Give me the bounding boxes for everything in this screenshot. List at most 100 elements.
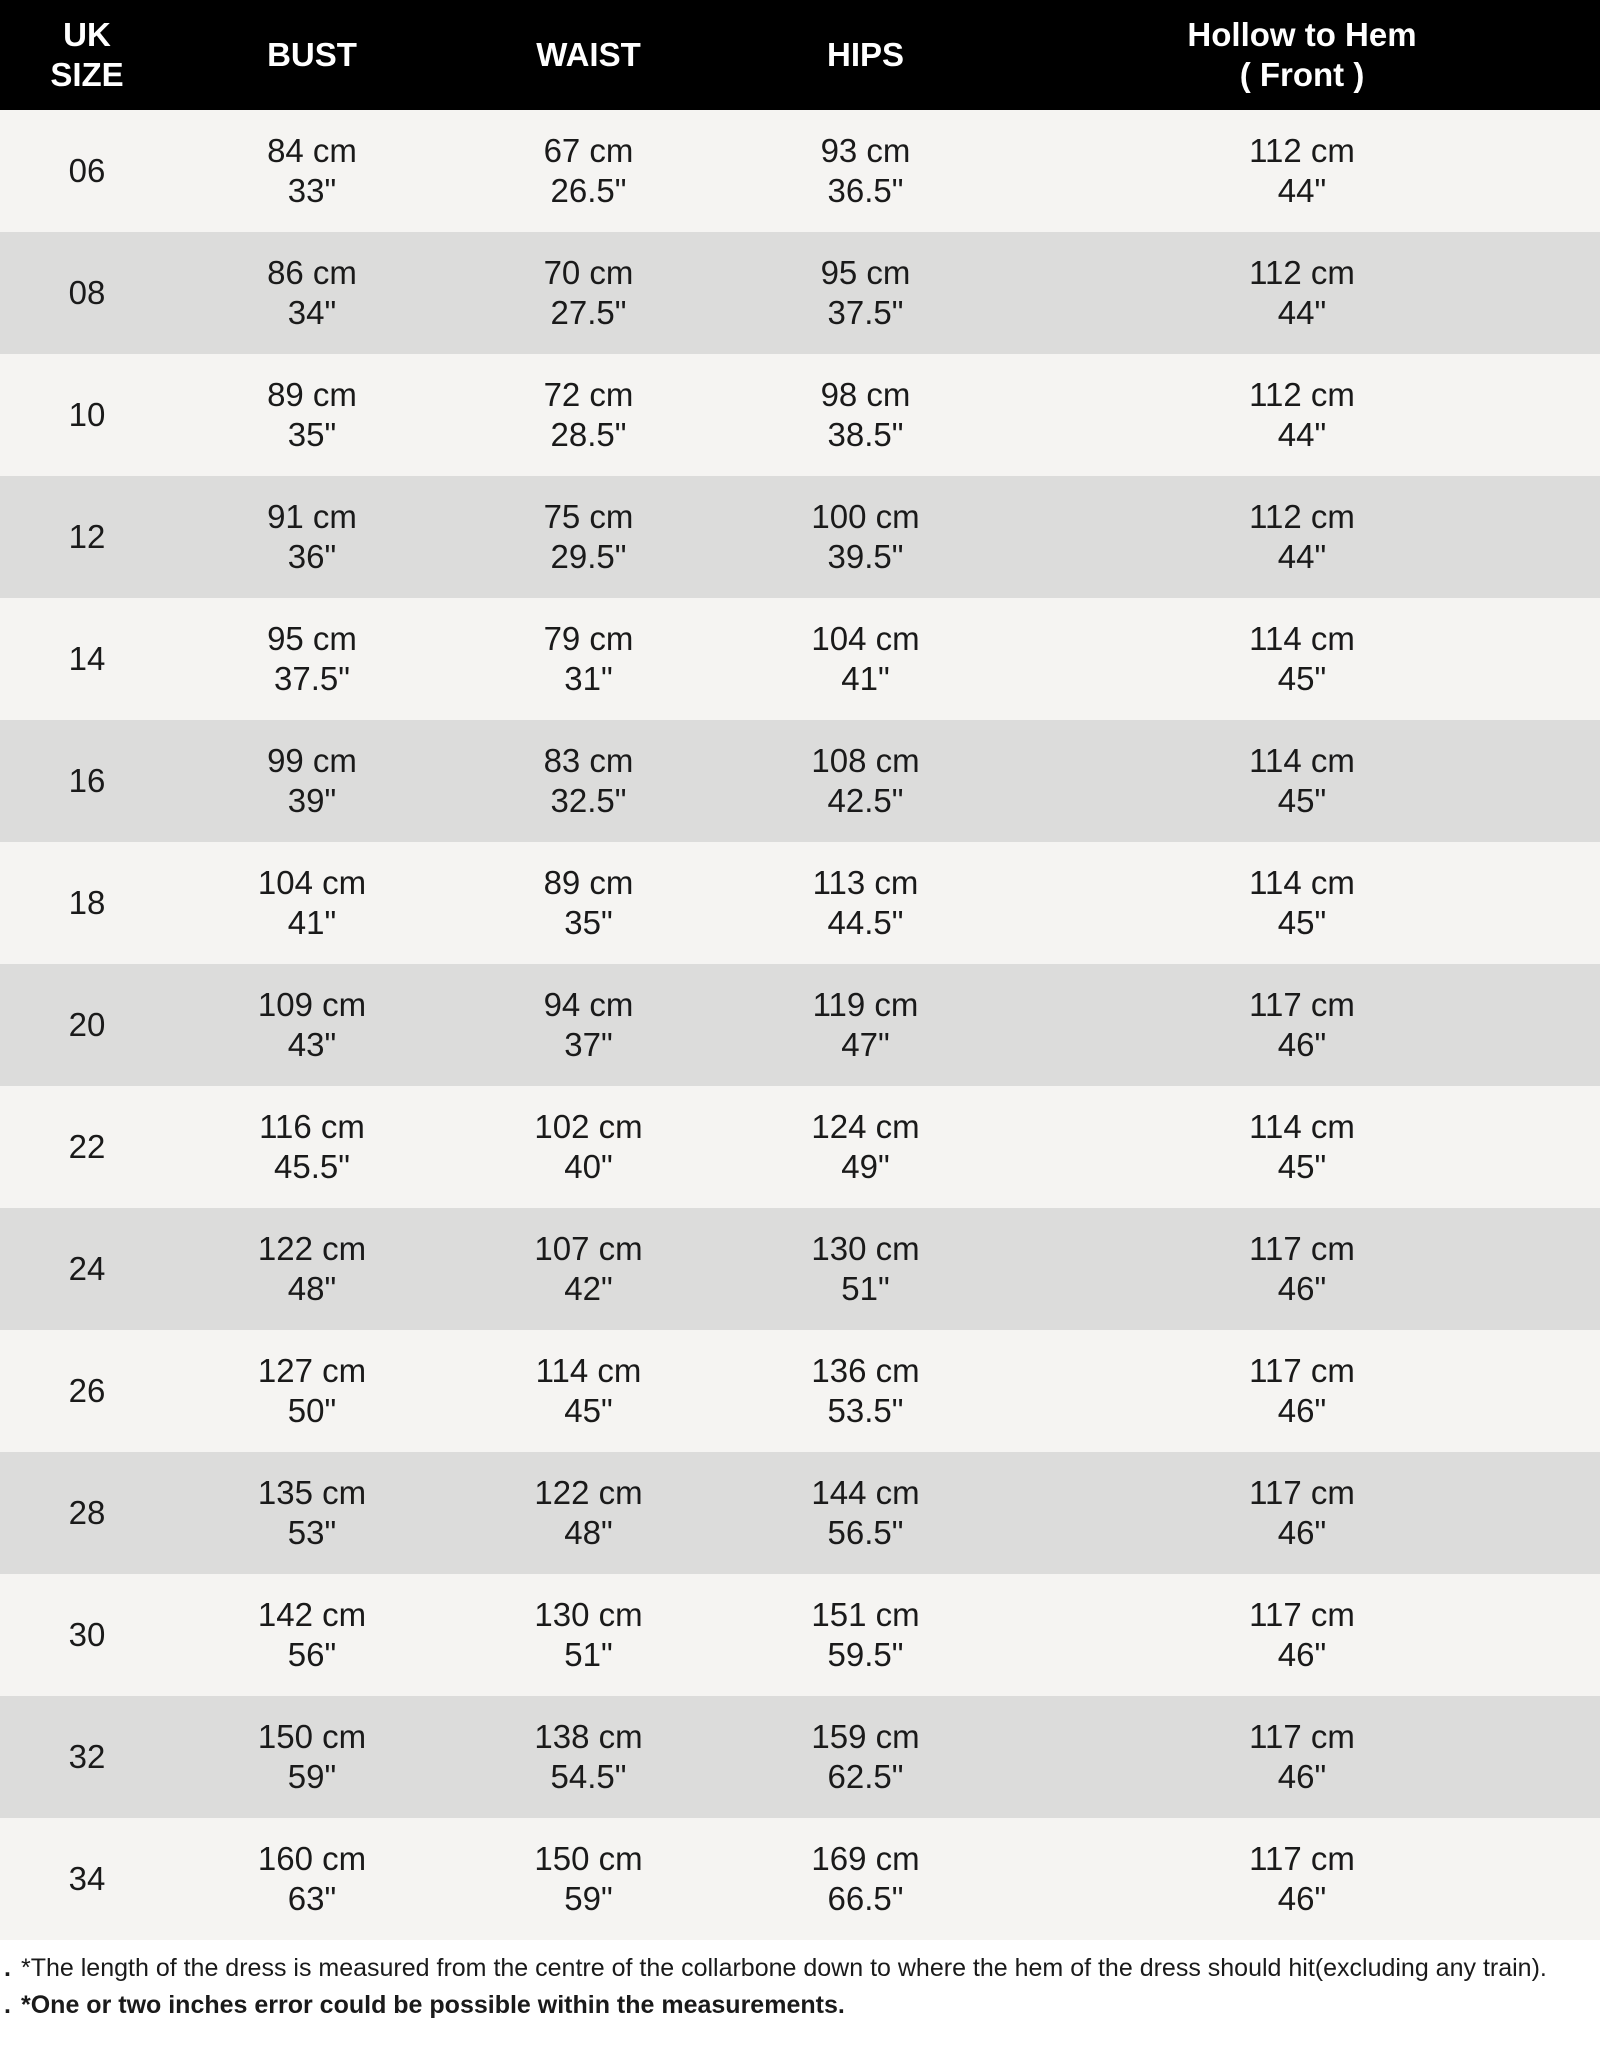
hem-cm-value: 112 cm: [1249, 254, 1355, 291]
bust-cell: 109 cm 43": [174, 985, 450, 1065]
hips-cm-value: 95 cm: [820, 254, 911, 291]
hem-cell: 112 cm 44": [1004, 375, 1600, 455]
waist-cm-value: 114 cm: [535, 1352, 642, 1389]
hips-cm-value: 159 cm: [811, 1718, 920, 1755]
hem-cell: 114 cm 45": [1004, 1107, 1600, 1187]
table-row: 20 109 cm 43" 94 cm 37" 119 cm 47" 117 cm 46": [0, 964, 1600, 1086]
hips-cell: 119 cm 47": [727, 985, 1004, 1065]
waist-in-value: 31": [564, 660, 613, 697]
hips-in-value: 44.5": [827, 904, 904, 941]
hem-cm-value: 112 cm: [1249, 498, 1355, 535]
hem-in-value: 46": [1277, 1026, 1327, 1063]
hips-cell: 93 cm 36.5": [727, 131, 1004, 211]
bust-cell: 95 cm 37.5": [174, 619, 450, 699]
hips-cm-value: 151 cm: [811, 1596, 920, 1633]
waist-cell: 89 cm 35": [450, 863, 727, 943]
table-row: 30 142 cm 56" 130 cm 51" 151 cm 59.5" 117 cm 46": [0, 1574, 1600, 1696]
hem-cell: 117 cm 46": [1004, 1717, 1600, 1797]
notes: . *The length of the dress is measured f…: [0, 1940, 1600, 2024]
waist-cm-value: 83 cm: [543, 742, 634, 779]
header-waist: WAIST: [536, 36, 641, 73]
bust-cm-value: 95 cm: [267, 620, 357, 657]
hem-cell: 117 cm 46": [1004, 985, 1600, 1065]
waist-cell: 114 cm 45": [450, 1351, 727, 1431]
bust-in-value: 63": [287, 1880, 337, 1917]
bust-cm-value: 127 cm: [257, 1352, 367, 1389]
waist-cm-value: 94 cm: [543, 986, 634, 1023]
waist-cm-value: 102 cm: [534, 1108, 643, 1145]
waist-cell: 72 cm 28.5": [450, 375, 727, 455]
waist-cell: 70 cm 27.5": [450, 253, 727, 333]
hem-in-value: 46": [1277, 1514, 1327, 1551]
bust-cell: 99 cm 39": [174, 741, 450, 821]
size-cell: 24: [68, 1250, 106, 1287]
waist-in-value: 45": [564, 1392, 613, 1429]
header-hem-line1: Hollow to Hem: [1187, 16, 1417, 53]
bust-in-value: 36": [287, 538, 337, 575]
bullet: .: [4, 1954, 11, 1982]
table-row: 08 86 cm 34" 70 cm 27.5" 95 cm 37.5" 112 cm 44": [0, 232, 1600, 354]
hem-cell: 117 cm 46": [1004, 1839, 1600, 1919]
hips-cell: 113 cm 44.5": [727, 863, 1004, 943]
hips-cell: 104 cm 41": [727, 619, 1004, 699]
waist-in-value: 32.5": [550, 782, 627, 819]
hips-cell: 130 cm 51": [727, 1229, 1004, 1309]
hem-cm-value: 117 cm: [1249, 1352, 1355, 1389]
bust-cm-value: 135 cm: [257, 1474, 367, 1511]
waist-cm-value: 67 cm: [543, 132, 634, 169]
hips-cm-value: 136 cm: [811, 1352, 920, 1389]
hips-in-value: 51": [841, 1270, 890, 1307]
waist-cell: 130 cm 51": [450, 1595, 727, 1675]
hem-cm-value: 117 cm: [1249, 1718, 1355, 1755]
waist-in-value: 29.5": [550, 538, 627, 575]
bust-cell: 160 cm 63": [174, 1839, 450, 1919]
bust-cell: 122 cm 48": [174, 1229, 450, 1309]
size-cell: 32: [68, 1738, 106, 1775]
bust-in-value: 53": [287, 1514, 337, 1551]
size-cell: 30: [68, 1616, 106, 1653]
hem-cm-value: 114 cm: [1249, 742, 1355, 779]
hips-cell: 108 cm 42.5": [727, 741, 1004, 821]
hips-cell: 169 cm 66.5": [727, 1839, 1004, 1919]
bust-in-value: 48": [287, 1270, 337, 1307]
hem-cm-value: 117 cm: [1249, 1230, 1355, 1267]
table-row: 12 91 cm 36" 75 cm 29.5" 100 cm 39.5" 112 cm 44": [0, 476, 1600, 598]
hips-cm-value: 124 cm: [811, 1108, 920, 1145]
size-cell: 12: [68, 518, 106, 555]
hips-in-value: 37.5": [827, 294, 904, 331]
hem-in-value: 46": [1277, 1880, 1327, 1917]
bust-in-value: 41": [287, 904, 337, 941]
hem-cm-value: 114 cm: [1249, 1108, 1355, 1145]
waist-in-value: 54.5": [550, 1758, 627, 1795]
size-cell: 08: [68, 274, 106, 311]
hem-cell: 112 cm 44": [1004, 497, 1600, 577]
table-row: 28 135 cm 53" 122 cm 48" 144 cm 56.5" 117 cm 46": [0, 1452, 1600, 1574]
bullet: .: [4, 1991, 11, 2019]
bust-in-value: 50": [287, 1392, 337, 1429]
waist-cell: 150 cm 59": [450, 1839, 727, 1919]
bust-cm-value: 142 cm: [257, 1596, 367, 1633]
hips-cm-value: 169 cm: [811, 1840, 920, 1877]
table-row: 16 99 cm 39" 83 cm 32.5" 108 cm 42.5" 114 cm 45": [0, 720, 1600, 842]
note-error-text: *One or two inches error could be possib…: [21, 1991, 845, 2019]
hem-in-value: 46": [1277, 1270, 1327, 1307]
waist-cell: 79 cm 31": [450, 619, 727, 699]
table-header: UK SIZE BUST WAIST HIPS Hollow to Hem ( …: [0, 0, 1600, 110]
waist-in-value: 40": [564, 1148, 613, 1185]
waist-in-value: 26.5": [550, 172, 627, 209]
hem-in-value: 46": [1277, 1636, 1327, 1673]
hem-cell: 114 cm 45": [1004, 741, 1600, 821]
header-uk-size-line2: SIZE: [50, 56, 124, 93]
hem-in-value: 45": [1277, 660, 1327, 697]
bust-cm-value: 150 cm: [257, 1718, 367, 1755]
hem-in-value: 45": [1277, 904, 1327, 941]
hips-cell: 151 cm 59.5": [727, 1595, 1004, 1675]
hem-cell: 112 cm 44": [1004, 253, 1600, 333]
bust-in-value: 37.5": [274, 660, 350, 697]
size-cell: 10: [68, 396, 106, 433]
hips-in-value: 59.5": [827, 1636, 904, 1673]
bust-in-value: 34": [287, 294, 337, 331]
header-bust: BUST: [267, 36, 357, 73]
hips-cm-value: 100 cm: [811, 498, 920, 535]
